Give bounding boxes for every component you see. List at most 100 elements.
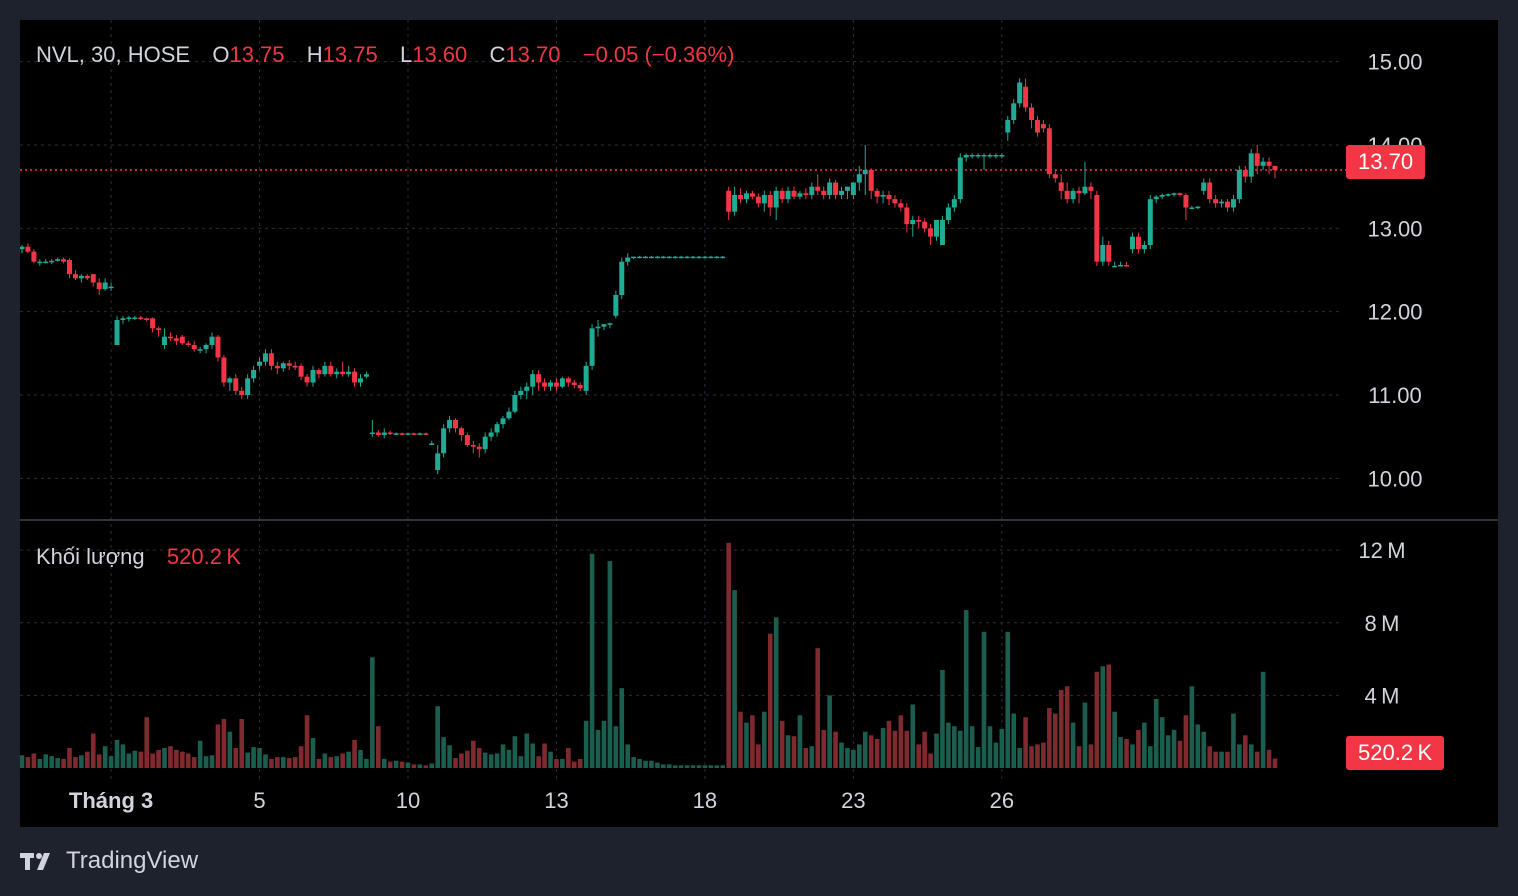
candle-body bbox=[197, 349, 203, 351]
volume-bar bbox=[1088, 744, 1094, 768]
volume-bar bbox=[180, 751, 185, 768]
candle-body bbox=[910, 220, 916, 225]
candle-body bbox=[102, 282, 108, 290]
candle-body bbox=[108, 286, 114, 289]
candle-body bbox=[173, 338, 179, 341]
candle-body bbox=[1058, 182, 1064, 191]
candle-body bbox=[274, 365, 280, 369]
volume-bar bbox=[364, 758, 369, 768]
volume-bar bbox=[1136, 729, 1141, 768]
volume-bar bbox=[910, 704, 916, 768]
price-axis-label: 10.00 bbox=[1367, 466, 1422, 491]
candle-body bbox=[1153, 196, 1159, 200]
candle-body bbox=[1076, 190, 1082, 194]
candle-body bbox=[542, 382, 548, 387]
candle-body bbox=[553, 382, 559, 387]
volume-bar bbox=[809, 746, 815, 768]
candle-body bbox=[803, 193, 809, 195]
volume-bar bbox=[43, 754, 49, 768]
candle-body bbox=[262, 353, 268, 362]
volume-bar bbox=[429, 763, 435, 768]
volume-bar bbox=[185, 753, 191, 768]
candle-body bbox=[791, 190, 797, 197]
candle-body bbox=[346, 371, 352, 375]
candle-body bbox=[1201, 182, 1207, 191]
volume-bar bbox=[797, 715, 803, 768]
candle-body bbox=[334, 371, 340, 375]
volume-bar bbox=[1076, 746, 1082, 768]
volume-bar bbox=[791, 736, 797, 768]
candle-body bbox=[251, 370, 257, 379]
volume-bar bbox=[381, 758, 387, 768]
candle-body bbox=[916, 220, 922, 222]
candle-body bbox=[1213, 199, 1219, 204]
volume-bar bbox=[601, 720, 607, 768]
low-value: 13.60 bbox=[412, 42, 468, 67]
volume-bar bbox=[1023, 717, 1028, 768]
candle-body bbox=[162, 336, 168, 345]
volume-bar bbox=[815, 648, 821, 768]
volume-bar bbox=[1207, 746, 1212, 768]
tradingview-brand[interactable]: TradingView bbox=[20, 846, 198, 876]
volume-bar bbox=[1130, 744, 1135, 768]
candle-body bbox=[1224, 201, 1230, 208]
volume-bar bbox=[1213, 751, 1218, 768]
volume-bar bbox=[447, 745, 452, 768]
volume-bar bbox=[435, 706, 440, 768]
volume-bar bbox=[263, 754, 268, 768]
candle-body bbox=[150, 318, 156, 329]
candle-body bbox=[1005, 120, 1011, 133]
candle-body bbox=[411, 433, 417, 435]
candle-body bbox=[654, 256, 660, 259]
candle-body bbox=[387, 432, 393, 435]
candle-body bbox=[441, 428, 447, 454]
volume-bar bbox=[957, 730, 963, 768]
candle-body bbox=[880, 195, 886, 197]
candle-body bbox=[607, 323, 613, 325]
candle-body bbox=[565, 378, 571, 383]
volume-bar bbox=[714, 765, 720, 768]
volume-bar bbox=[1254, 751, 1260, 768]
last-price-tag: 13.70 bbox=[1346, 145, 1426, 179]
volume-bar bbox=[1142, 722, 1147, 768]
volume-bar bbox=[524, 733, 530, 768]
volume-bar bbox=[672, 765, 678, 768]
volume-bar bbox=[471, 740, 476, 768]
candle-body bbox=[156, 328, 162, 330]
x-axis-label: 18 bbox=[693, 788, 717, 813]
volume-bar bbox=[577, 758, 583, 768]
volume-bar bbox=[494, 753, 500, 768]
candle-body bbox=[417, 433, 423, 435]
volume-bar bbox=[1106, 664, 1112, 768]
volume-bar bbox=[79, 755, 84, 768]
candle-body bbox=[702, 256, 708, 259]
candle-body bbox=[191, 345, 197, 350]
volume-bar bbox=[952, 726, 957, 768]
volume-bar bbox=[340, 753, 345, 768]
volume-bar bbox=[732, 590, 737, 768]
volume-bar bbox=[595, 729, 601, 768]
candle-body bbox=[945, 207, 951, 220]
candle-body bbox=[494, 424, 500, 433]
candle-body bbox=[1129, 236, 1135, 250]
volume-bar bbox=[506, 749, 512, 768]
low-label: L bbox=[399, 42, 413, 67]
volume-bar bbox=[500, 744, 506, 768]
volume-bar bbox=[304, 715, 310, 768]
volume-bar bbox=[453, 758, 458, 768]
volume-axis-label: 8 M bbox=[1365, 611, 1400, 636]
candle-body bbox=[1165, 194, 1171, 196]
candle-body bbox=[352, 371, 358, 383]
candle-body bbox=[969, 155, 975, 157]
candle-body bbox=[90, 274, 96, 283]
candle-body bbox=[625, 257, 631, 262]
candle-body bbox=[987, 155, 993, 157]
volume-bar bbox=[637, 758, 642, 768]
candle-body bbox=[1135, 236, 1141, 250]
candle-body bbox=[1230, 199, 1236, 208]
candle-body bbox=[862, 170, 868, 175]
volume-bar bbox=[934, 733, 939, 768]
candle-body bbox=[1266, 161, 1272, 166]
volume-bar bbox=[417, 764, 423, 768]
